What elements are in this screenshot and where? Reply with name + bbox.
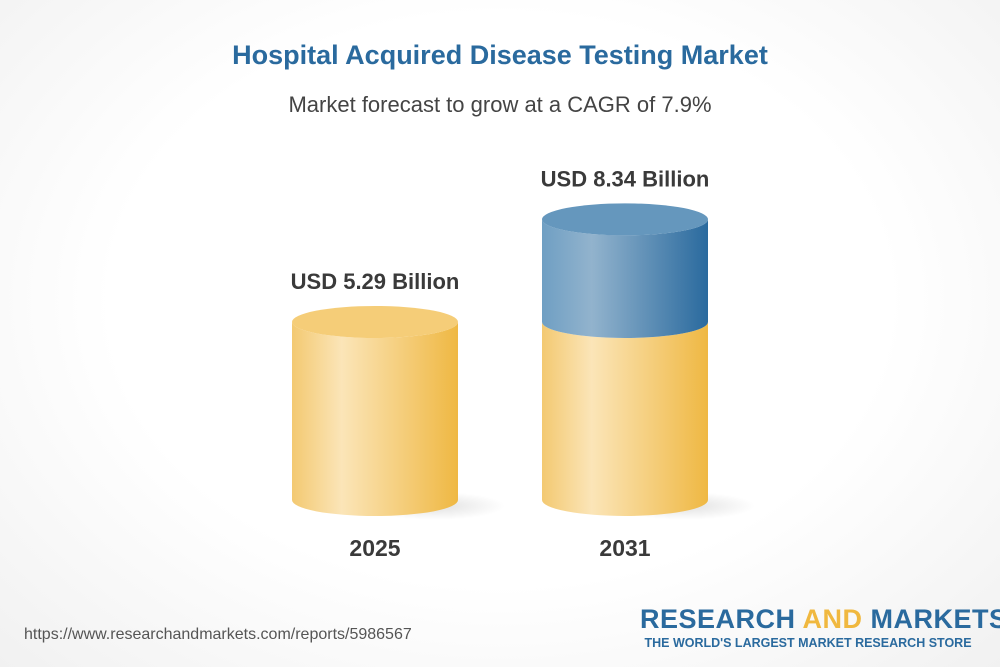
data-label: USD 5.29 Billion	[291, 269, 460, 294]
chart-subtitle: Market forecast to grow at a CAGR of 7.9…	[288, 92, 712, 117]
data-label: USD 8.34 Billion	[541, 166, 710, 191]
logo-tagline: THE WORLD'S LARGEST MARKET RESEARCH STOR…	[644, 636, 972, 650]
research-and-markets-logo: RESEARCH AND MARKETS THE WORLD'S LARGEST…	[640, 604, 1000, 650]
chart-title: Hospital Acquired Disease Testing Market	[232, 40, 768, 70]
cylinder-body-growth	[542, 219, 708, 338]
cylinder-top-growth	[542, 203, 708, 236]
report-url[interactable]: https://www.researchandmarkets.com/repor…	[24, 626, 412, 643]
cylinder-top-base	[292, 306, 458, 338]
category-label: 2031	[599, 535, 650, 561]
logo-text: MARKETS	[862, 604, 1000, 634]
logo-text-and: AND	[802, 604, 863, 634]
cylinder-body-base	[542, 322, 708, 516]
category-label: 2025	[349, 535, 400, 561]
cylinder-body-base	[292, 322, 458, 516]
logo-text: RESEARCH	[640, 604, 803, 634]
